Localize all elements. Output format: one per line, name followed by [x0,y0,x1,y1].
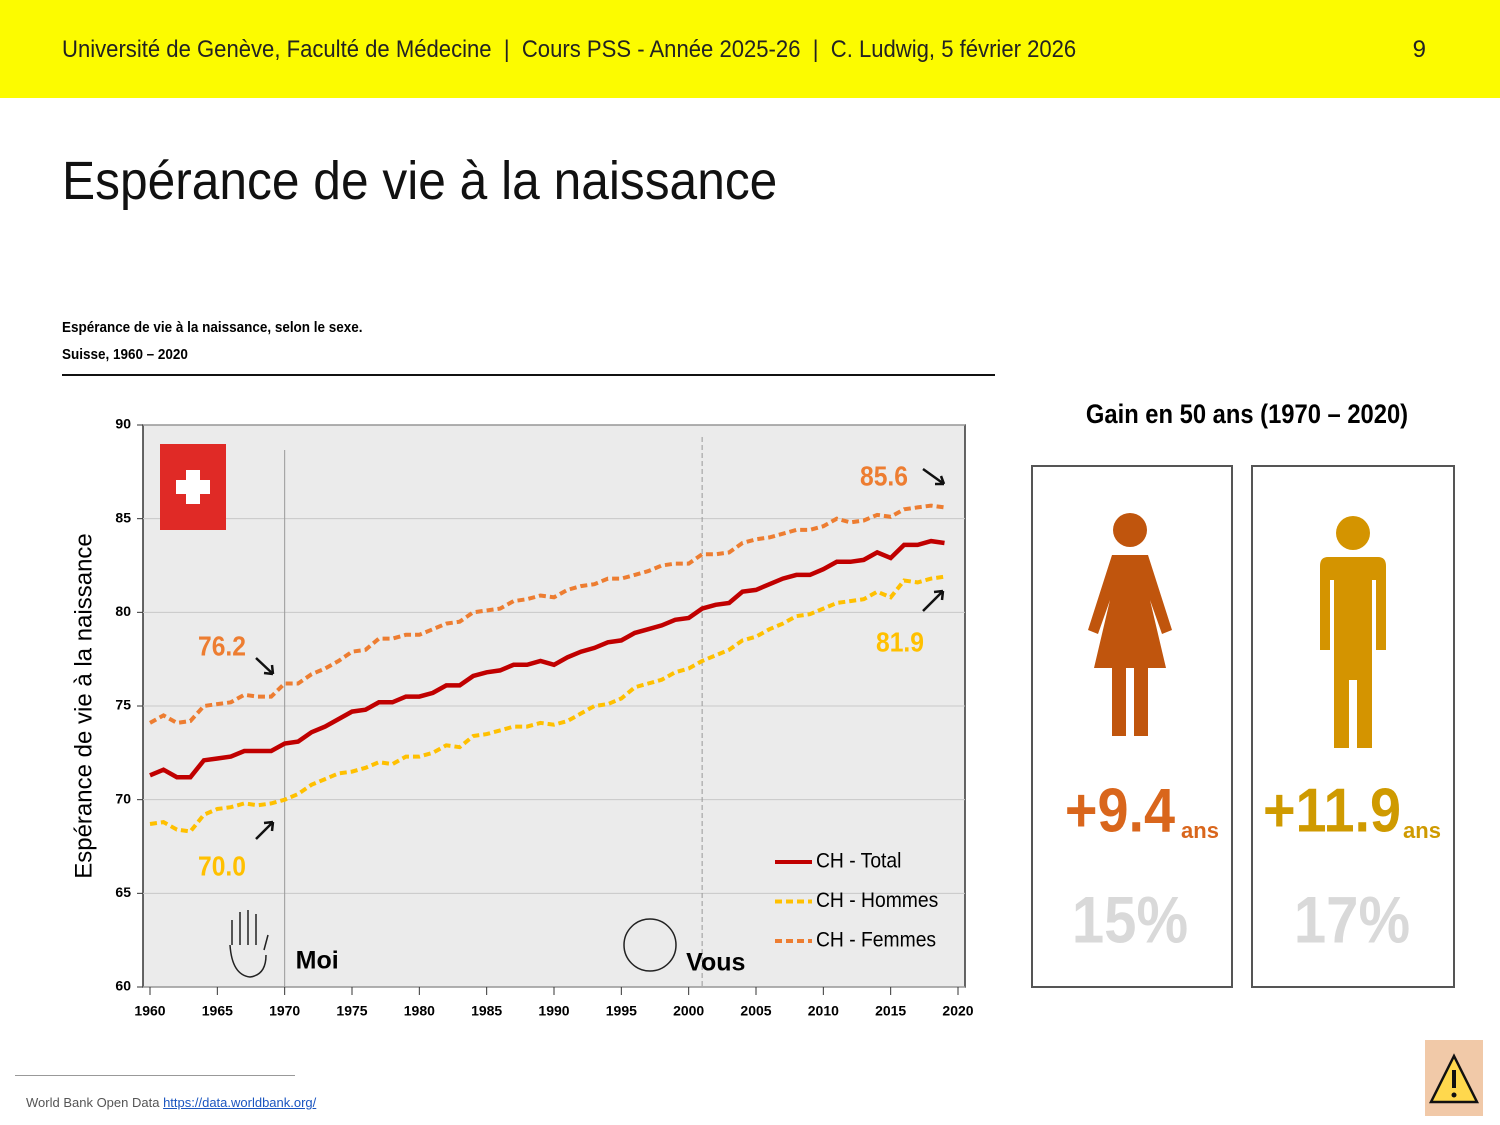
source-rule [15,1075,295,1076]
source-link[interactable]: https://data.worldbank.org/ [163,1095,317,1110]
gain-value: +11.9 [1263,777,1401,845]
gain-value: +9.4 [1065,777,1175,845]
y-tick-label: 65 [115,884,131,900]
marks: Moi Vous CH - Total CH - Hommes CH - Femmes 7… [149,460,945,977]
grid: 60 65 70 75 80 85 90 1960 1965 1970 1975 1980 1985 19… [115,416,973,1019]
x-tick-label: 2005 [740,1003,771,1019]
x-tick-label: 2000 [673,1003,704,1019]
y-tick-label: 75 [115,697,131,713]
header-text: Université de Genève, Faculté de Médecin… [62,36,1077,63]
legend-label: CH - Total [816,850,901,873]
page-number: 9 [1412,36,1426,63]
hand-icon [229,910,269,978]
annotation: 76.2 [198,630,246,662]
annotation: 85.6 [860,460,908,492]
flag-cross [176,480,210,494]
y-tick-label: 85 [115,509,131,525]
x-tick-label: 1990 [538,1003,569,1019]
series-line [149,538,945,780]
hand-icons [229,910,677,978]
series-line [149,503,945,725]
annotation: 70.0 [198,850,246,882]
x-tick-label: 1995 [606,1003,637,1019]
gain-percent: 17% [1294,884,1410,957]
source: World Bank Open Data https://data.worldb… [26,1095,316,1110]
arrow [255,657,275,676]
man-icon [1320,516,1386,748]
x-tick-label: 1985 [471,1003,502,1019]
warning-svg [1428,1053,1480,1104]
legend-label: CH - Hommes [816,889,938,912]
x-tick-label: 2010 [808,1003,839,1019]
gain-percent: 15% [1072,884,1188,957]
x-tick-label: 1980 [404,1003,435,1019]
x-tick-label: 2020 [942,1003,973,1019]
pointing-icon [623,918,677,972]
chart-subtitle: Suisse, 1960 – 2020 [62,346,188,363]
arrow [922,589,945,612]
header-bar [0,0,1500,98]
x-tick-label: 1970 [269,1003,300,1019]
y-tick-label: 80 [115,603,131,619]
gain-title: Gain en 50 ans (1970 – 2020) [1086,400,1408,430]
y-tick-label: 70 [115,790,131,806]
legend-label: CH - Femmes [816,929,936,952]
arrows [255,467,946,840]
source-text: World Bank Open Data [26,1095,160,1110]
woman-icon [1088,513,1172,736]
gain-unit: ans [1403,818,1441,843]
x-tick-label: 2015 [875,1003,906,1019]
annotation: 81.9 [876,626,924,658]
warning-icon[interactable] [1425,1040,1483,1116]
card [1251,465,1455,988]
card [1031,465,1233,988]
reference-label: Vous [686,949,745,977]
reference-label: Moi [296,947,339,975]
x-tick-label: 1975 [336,1003,367,1019]
y-tick-label: 60 [115,978,131,994]
x-tick-label: 1960 [134,1003,165,1019]
x-tick-label: 1965 [202,1003,233,1019]
chart-title: Espérance de vie à la naissance, selon l… [62,319,363,336]
gain-unit: ans [1181,818,1219,843]
slide-title: Espérance de vie à la naissance [62,151,778,211]
arrow [922,467,946,486]
series-line [149,574,945,834]
arrow [255,820,275,840]
y-tick-label: 90 [115,416,131,432]
y-axis-label: Espérance de vie à la naissance [70,533,97,879]
